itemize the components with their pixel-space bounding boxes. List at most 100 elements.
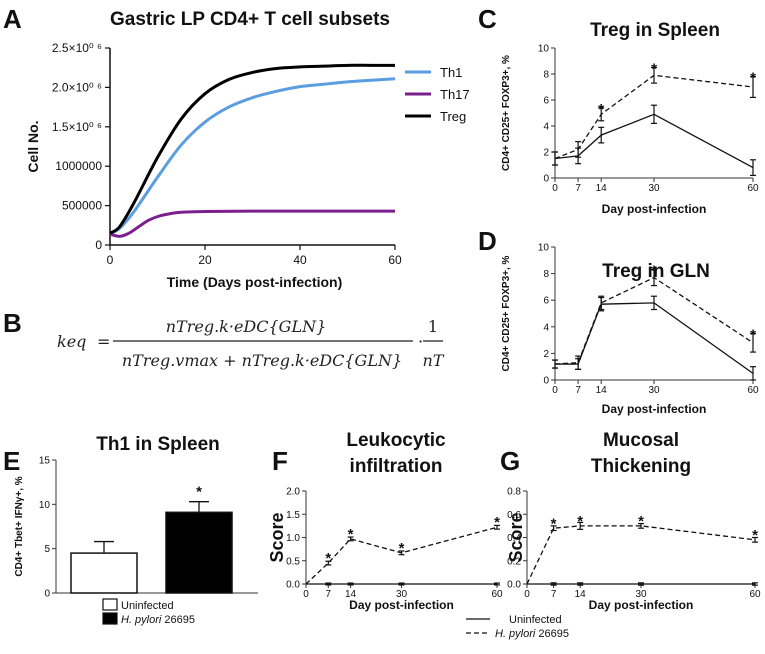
chart-a-x-tick-label: 60	[388, 253, 402, 267]
chart-g-x-tick-label: 30	[635, 589, 647, 600]
chart-f-title-line2: infiltration	[350, 456, 443, 477]
chart-e-y-tick-label: 0	[44, 589, 50, 600]
chart-g-y-tick-label: 0.2	[507, 556, 521, 567]
chart-a-y-tick-label: 0	[95, 238, 102, 252]
chart-g: Mucosal Thickening 0 7 14 30 60 0.0 0.2 0.4 0.6 0.8…	[506, 430, 761, 612]
chart-c-significance-star: *	[750, 70, 756, 87]
chart-g-significance-star: *	[752, 527, 758, 544]
chart-a-y-tick-label: 2.0×10⁰ ⁶	[52, 80, 102, 94]
chart-f-x-tick-label: 7	[326, 589, 332, 600]
chart-f-x-tick-label: 30	[396, 589, 408, 600]
chart-g-title-line2: Thickening	[591, 456, 691, 477]
chart-f-y-tick-label: 1.0	[286, 533, 300, 544]
equation-dot: ·	[418, 332, 423, 351]
chart-g-significance-star: *	[638, 513, 644, 530]
equation-numerator: nTreg.k·eDC{GLN}	[166, 317, 327, 336]
chart-c-x-tick-label: 0	[552, 183, 558, 194]
chart-e-y-tick-label: 15	[39, 456, 51, 467]
chart-a-y-tick-label: 2.5×10⁰ ⁶	[52, 41, 102, 55]
chart-d-y-tick-label: 8	[543, 269, 549, 280]
chart-d-x-tick-label: 7	[575, 385, 581, 396]
chart-a-x-tick-label: 20	[198, 253, 212, 267]
chart-a-y-tick-label: 500000	[62, 199, 102, 213]
chart-g-x-label: Day post-infection	[589, 598, 694, 612]
chart-f-y-tick-label: 0.0	[286, 580, 300, 591]
chart-f-x-tick-label: 0	[303, 589, 309, 600]
chart-c-title: Treg in Spleen	[590, 20, 720, 41]
chart-g-y-tick-label: 0.0	[507, 580, 521, 591]
chart-f-x-tick-label: 60	[491, 589, 503, 600]
chart-g-y-tick-label: 0.6	[507, 510, 521, 521]
chart-c-y-tick-label: 4	[543, 122, 549, 133]
chart-e-y-tick-label: 5	[44, 544, 50, 555]
chart-f-x-label: Day post-infection	[349, 598, 454, 612]
chart-c-y-tick-label: 10	[538, 44, 550, 55]
chart-d-x-tick-label: 30	[648, 385, 660, 396]
chart-a-legend-label: Th17	[440, 87, 470, 102]
chart-f-y-tick-label: 0.5	[286, 556, 300, 567]
chart-d-x-tick-label: 0	[552, 385, 558, 396]
chart-a-y-tick-label: 1.5×10⁰ ⁶	[52, 120, 102, 134]
equation-equals: =	[97, 332, 110, 351]
chart-d-x-tick-label: 14	[596, 385, 608, 396]
chart-a-y-tick-label: 1000000	[55, 159, 102, 173]
chart-d-y-label: CD4+ CD25+ FOXP3+, %	[501, 255, 512, 371]
chart-c-x-tick-label: 7	[575, 183, 581, 194]
chart-e-y-tick-label: 10	[39, 500, 51, 511]
chart-c-y-tick-label: 6	[543, 96, 549, 107]
legend-fg: Uninfected H. pylori 26695	[466, 614, 569, 640]
chart-d-x-tick-label: 60	[747, 385, 759, 396]
chart-g-x-tick-label: 7	[551, 589, 557, 600]
chart-e-legend-label: H. pylori 26695	[121, 614, 195, 626]
chart-d-y-tick-label: 2	[543, 349, 549, 360]
chart-c: Treg in Spleen 0 7 14 30 60 0 2 4 6 8 10 Day post-in…	[501, 20, 759, 216]
chart-c-x-tick-label: 60	[747, 183, 759, 194]
chart-g-x-tick-label: 0	[524, 589, 530, 600]
chart-g-series-h-pylori	[526, 525, 756, 585]
chart-a-x-tick-label: 40	[293, 253, 307, 267]
chart-f-significance-star: *	[494, 514, 500, 531]
panel-letter-e: E	[3, 446, 20, 476]
chart-g-x-tick-label: 60	[749, 589, 761, 600]
chart-d-x-label: Day post-infection	[602, 402, 707, 416]
chart-f-significance-star: *	[399, 540, 405, 557]
chart-c-significance-star: *	[651, 61, 657, 78]
equation-factor-denominator: nT	[423, 351, 445, 370]
chart-e-legend-label: Uninfected	[121, 600, 174, 612]
chart-f-title-line1: Leukocytic	[346, 430, 446, 451]
chart-d: Treg in GLN 0 7 14 30 60 0 2 4 6 8 10 Day post-infec…	[501, 243, 759, 417]
chart-d-y-tick-label: 0	[543, 376, 549, 387]
chart-e-title: Th1 in Spleen	[96, 434, 220, 455]
panel-letter-c: C	[478, 4, 497, 34]
equation-denominator: nTreg.vmax + nTreg.k·eDC{GLN}	[122, 351, 402, 370]
chart-f-significance-star: *	[325, 550, 331, 567]
chart-d-significance-star: *	[651, 263, 657, 280]
chart-a: Gastric LP CD4+ T cell subsets 0 20 40 60 0 50…	[25, 9, 470, 290]
chart-a-legend-label: Treg	[440, 109, 466, 124]
chart-e: Th1 in Spleen 0 5 10 15 CD4+ Tbet+ IFNγ+, % * U…	[14, 434, 258, 626]
panel-letter-d: D	[478, 226, 497, 256]
panel-letter-g: G	[500, 446, 520, 476]
chart-d-y-tick-label: 4	[543, 322, 549, 333]
chart-g-y-tick-label: 0.8	[507, 487, 521, 498]
chart-a-series-treg	[109, 63, 395, 235]
chart-c-y-tick-label: 2	[543, 148, 549, 159]
chart-d-y-tick-label: 10	[538, 243, 550, 254]
chart-a-legend-label: Th1	[440, 65, 462, 80]
chart-a-y-label: Cell No.	[25, 120, 41, 172]
chart-f-significance-star: *	[348, 526, 354, 543]
legend-fg-label-uninfected: Uninfected	[509, 614, 562, 626]
chart-c-x-tick-label: 14	[596, 183, 608, 194]
legend-fg-label-h-pylori: H. pylori 26695	[495, 628, 569, 640]
chart-a-title: Gastric LP CD4+ T cell subsets	[110, 9, 390, 30]
chart-g-title-line1: Mucosal	[603, 430, 679, 451]
chart-f-y-tick-label: 1.5	[286, 510, 300, 521]
chart-e-significance-star: *	[196, 484, 202, 501]
chart-f-series-h-pylori	[305, 526, 498, 585]
chart-f-y-label: Score	[267, 512, 287, 562]
chart-c-y-tick-label: 8	[543, 70, 549, 81]
chart-g-significance-star: *	[577, 513, 583, 530]
chart-c-x-tick-label: 30	[648, 183, 660, 194]
